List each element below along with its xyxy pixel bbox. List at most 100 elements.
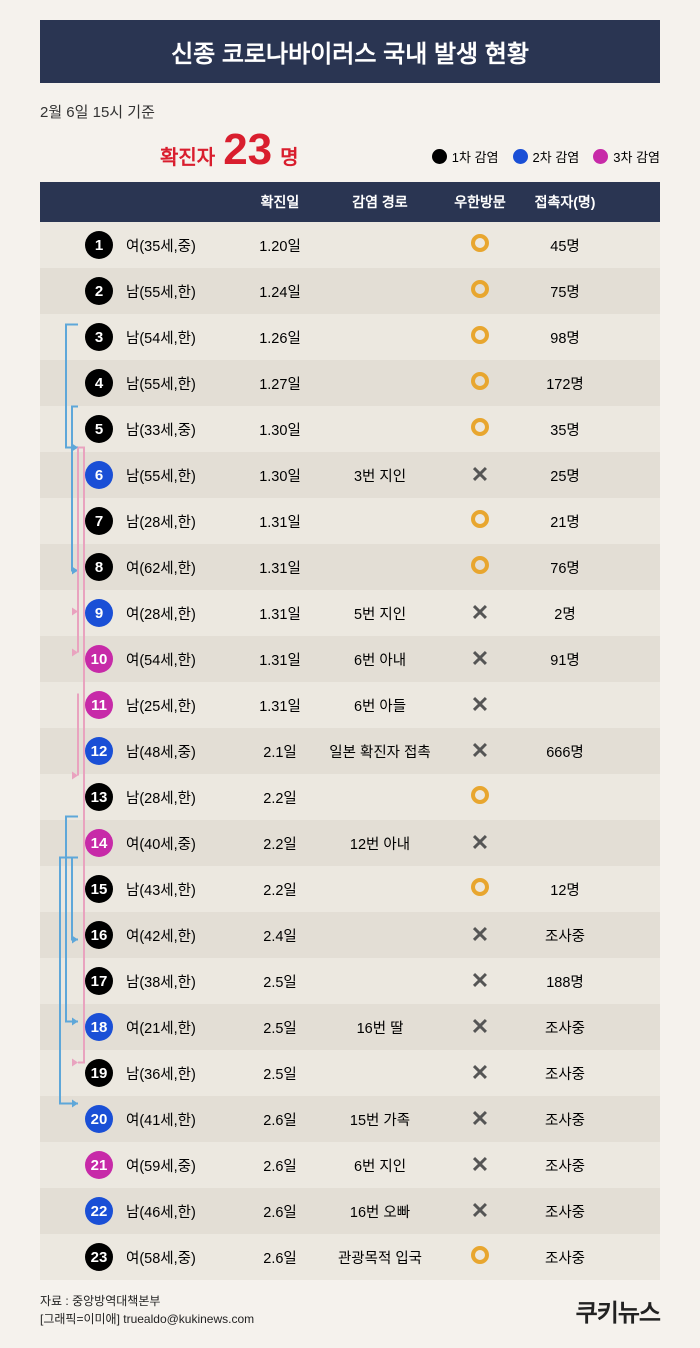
date-cell: 2.5일 — [240, 1063, 320, 1084]
visit-cell — [440, 280, 520, 302]
table-row: 17남(38세,한)2.5일✕188명 — [40, 958, 660, 1004]
case-number-badge: 17 — [85, 967, 113, 995]
table-row: 4남(55세,한)1.27일172명 — [40, 360, 660, 406]
confirmed-number: 23 — [223, 128, 272, 172]
case-number-badge: 18 — [85, 1013, 113, 1041]
x-mark-icon: ✕ — [471, 1152, 489, 1178]
visit-cell: ✕ — [440, 692, 520, 718]
date-cell: 1.26일 — [240, 327, 320, 348]
case-number-badge: 5 — [85, 415, 113, 443]
case-number-badge: 9 — [85, 599, 113, 627]
x-mark-icon: ✕ — [471, 922, 489, 948]
visit-cell — [440, 1246, 520, 1268]
legend: 1차 감염2차 감염3차 감염 — [432, 147, 660, 166]
date-cell: 1.30일 — [240, 419, 320, 440]
legend-dot-icon — [513, 149, 528, 164]
table-row: 22남(46세,한)2.6일16번 오빠✕조사중 — [40, 1188, 660, 1234]
date-cell: 2.5일 — [240, 1017, 320, 1038]
visit-cell — [440, 878, 520, 900]
case-number-badge: 15 — [85, 875, 113, 903]
person-cell: 여(21세,한) — [120, 1017, 240, 1038]
badge-cell: 22 — [40, 1197, 120, 1225]
person-cell: 남(43세,한) — [120, 879, 240, 900]
table-row: 2남(55세,한)1.24일75명 — [40, 268, 660, 314]
person-cell: 남(54세,한) — [120, 327, 240, 348]
badge-cell: 11 — [40, 691, 120, 719]
route-cell: 12번 아내 — [320, 833, 440, 854]
date-cell: 2.6일 — [240, 1155, 320, 1176]
date-cell: 1.31일 — [240, 649, 320, 670]
badge-cell: 3 — [40, 323, 120, 351]
confirmed-unit: 명 — [280, 141, 298, 170]
route-cell: 6번 아내 — [320, 649, 440, 670]
table-row: 12남(48세,중)2.1일일본 확진자 접촉✕666명 — [40, 728, 660, 774]
visit-cell: ✕ — [440, 968, 520, 994]
circle-mark-icon — [471, 1246, 489, 1264]
case-number-badge: 1 — [85, 231, 113, 259]
person-cell: 여(28세,한) — [120, 603, 240, 624]
visit-cell: ✕ — [440, 1152, 520, 1178]
case-number-badge: 14 — [85, 829, 113, 857]
route-cell: 5번 지인 — [320, 603, 440, 624]
x-mark-icon: ✕ — [471, 692, 489, 718]
case-number-badge: 11 — [85, 691, 113, 719]
legend-dot-icon — [432, 149, 447, 164]
contacts-cell: 76명 — [520, 557, 610, 578]
date-cell: 1.31일 — [240, 695, 320, 716]
person-cell: 여(54세,한) — [120, 649, 240, 670]
contacts-cell: 조사중 — [520, 1017, 610, 1038]
visit-cell: ✕ — [440, 1060, 520, 1086]
badge-cell: 2 — [40, 277, 120, 305]
person-cell: 여(58세,중) — [120, 1247, 240, 1268]
contacts-cell: 21명 — [520, 511, 610, 532]
contacts-cell: 91명 — [520, 649, 610, 670]
visit-cell: ✕ — [440, 646, 520, 672]
case-number-badge: 3 — [85, 323, 113, 351]
visit-cell — [440, 786, 520, 808]
legend-label: 1차 감염 — [452, 147, 499, 166]
date-cell: 1.20일 — [240, 235, 320, 256]
case-number-badge: 23 — [85, 1243, 113, 1271]
date-cell: 2.5일 — [240, 971, 320, 992]
x-mark-icon: ✕ — [471, 1060, 489, 1086]
contacts-cell: 조사중 — [520, 925, 610, 946]
visit-cell — [440, 556, 520, 578]
footer-credits: 자료 : 중앙방역대책본부 [그래픽=이미애] truealdo@kukinew… — [40, 1292, 254, 1328]
table-row: 6남(55세,한)1.30일3번 지인✕25명 — [40, 452, 660, 498]
case-number-badge: 8 — [85, 553, 113, 581]
route-cell: 16번 오빠 — [320, 1201, 440, 1222]
date-cell: 2.6일 — [240, 1247, 320, 1268]
confirmed-label: 확진자 — [160, 141, 215, 170]
person-cell: 여(41세,한) — [120, 1109, 240, 1130]
date-cell: 2.4일 — [240, 925, 320, 946]
date-cell: 1.31일 — [240, 557, 320, 578]
table-row: 9여(28세,한)1.31일5번 지인✕2명 — [40, 590, 660, 636]
route-cell: 관광목적 입국 — [320, 1247, 440, 1268]
visit-cell: ✕ — [440, 1106, 520, 1132]
case-number-badge: 12 — [85, 737, 113, 765]
badge-cell: 8 — [40, 553, 120, 581]
table-row: 10여(54세,한)1.31일6번 아내✕91명 — [40, 636, 660, 682]
table-row: 11남(25세,한)1.31일6번 아들✕ — [40, 682, 660, 728]
badge-cell: 23 — [40, 1243, 120, 1271]
case-number-badge: 6 — [85, 461, 113, 489]
table-row: 8여(62세,한)1.31일76명 — [40, 544, 660, 590]
person-cell: 남(55세,한) — [120, 281, 240, 302]
circle-mark-icon — [471, 418, 489, 436]
badge-cell: 9 — [40, 599, 120, 627]
date-cell: 2.2일 — [240, 787, 320, 808]
visit-cell — [440, 372, 520, 394]
person-cell: 여(42세,한) — [120, 925, 240, 946]
circle-mark-icon — [471, 372, 489, 390]
contacts-cell: 75명 — [520, 281, 610, 302]
badge-cell: 10 — [40, 645, 120, 673]
badge-cell: 19 — [40, 1059, 120, 1087]
table-row: 21여(59세,중)2.6일6번 지인✕조사중 — [40, 1142, 660, 1188]
route-cell: 15번 가족 — [320, 1109, 440, 1130]
contacts-cell: 666명 — [520, 741, 610, 762]
badge-cell: 12 — [40, 737, 120, 765]
circle-mark-icon — [471, 280, 489, 298]
case-number-badge: 2 — [85, 277, 113, 305]
x-mark-icon: ✕ — [471, 462, 489, 488]
badge-cell: 5 — [40, 415, 120, 443]
